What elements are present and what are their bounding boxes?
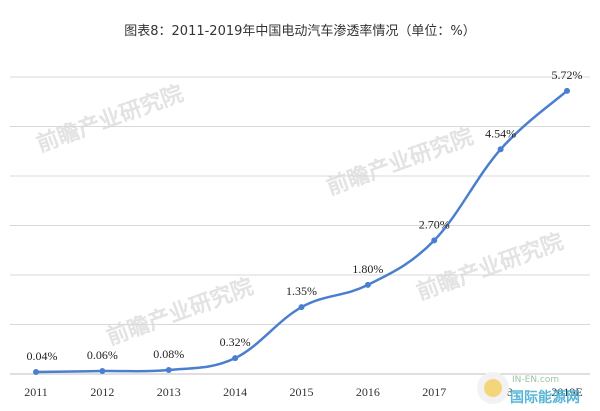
data-points xyxy=(33,87,570,376)
data-point xyxy=(298,304,305,311)
x-tick-label: 2013 xyxy=(157,385,181,399)
data-label: 0.06% xyxy=(87,348,118,362)
x-tick-label: 2012 xyxy=(90,385,114,399)
data-point xyxy=(497,146,504,153)
watermarks: 前瞻产业研究院 前瞻产业研究院 前瞻产业研究院 前瞻产业研究院 xyxy=(33,81,567,351)
gridlines xyxy=(10,76,590,325)
data-label: 4.54% xyxy=(485,126,516,140)
data-label: 1.80% xyxy=(352,262,383,276)
x-tick-label: 2016 xyxy=(356,385,380,399)
data-label: 5.72% xyxy=(552,68,583,82)
watermark: 前瞻产业研究院 xyxy=(323,124,477,201)
data-label: 0.04% xyxy=(27,349,58,363)
series-line xyxy=(35,89,568,374)
site-logo: IN-EN.com 国际能源网 xyxy=(477,372,580,406)
data-point xyxy=(99,368,106,375)
x-tick-label: 2017 xyxy=(422,385,446,399)
x-tick-label: 2019E xyxy=(551,385,582,399)
data-label: 0.08% xyxy=(153,347,184,361)
data-labels: 0.04% 0.06% 0.08% 0.32% 1.35% 1.80% 2.70% 4.54%… xyxy=(27,68,583,363)
sun-icon xyxy=(484,379,502,397)
data-point xyxy=(165,367,172,374)
x-tick-label: 2015 xyxy=(290,385,314,399)
x-tick-label: 2011 xyxy=(24,385,48,399)
data-label: 0.32% xyxy=(220,335,251,349)
chart-title: 图表8：2011-2019年中国电动汽车渗透率情况（单位：%） xyxy=(124,24,476,39)
x-tick-label: 2014 xyxy=(223,385,247,399)
data-point xyxy=(564,87,570,94)
data-label: 2.70% xyxy=(419,217,450,231)
logo-top-text: IN-EN.com xyxy=(512,375,559,385)
data-label: 1.35% xyxy=(286,284,317,298)
logo-bottom-text: 国际能源网 xyxy=(510,389,580,406)
data-point xyxy=(33,369,39,376)
watermark: 前瞻产业研究院 xyxy=(33,81,187,158)
data-point xyxy=(232,355,239,362)
x-tick-labels: 201120122013201420152016201720182019E xyxy=(24,385,582,399)
data-point xyxy=(364,281,371,288)
data-point xyxy=(431,237,438,244)
